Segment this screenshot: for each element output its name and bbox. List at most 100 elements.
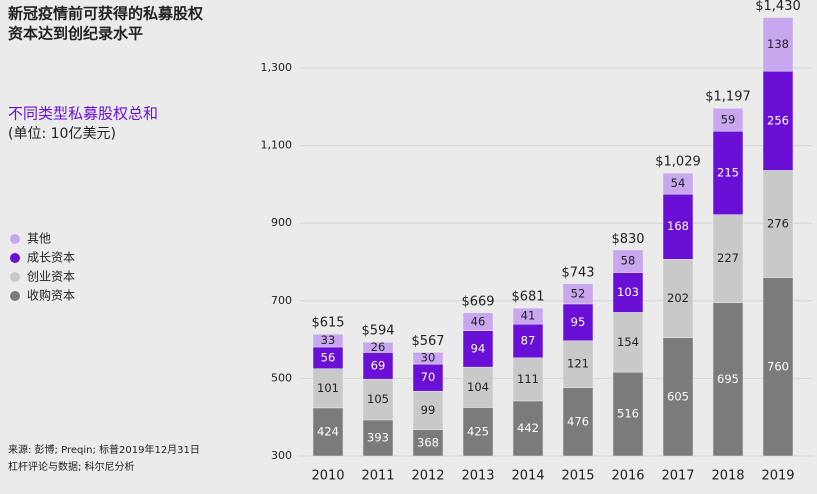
data-label: 442 [517,421,539,435]
bar-segment [512,400,544,457]
data-label: 103 [617,285,639,299]
legend-label: 成长资本 [27,251,75,265]
source: 来源: 彭博; Preqin; 标普2019年12月31日 [8,443,200,456]
data-label: 59 [721,112,736,126]
data-label: 393 [367,430,389,444]
data-label: 33 [321,333,336,347]
x-tick-label: 2018 [711,469,744,484]
data-label: 425 [467,424,489,438]
y-tick-label: 1,300 [261,61,293,74]
total-label: $1,197 [705,89,751,104]
x-tick-label: 2013 [461,469,494,484]
bar-segment [762,170,794,278]
y-tick-label: 700 [271,294,292,307]
data-label: 101 [317,381,339,395]
bar-segment [562,283,594,305]
bar-segment [662,172,694,195]
data-label: 227 [717,251,739,265]
bar-segment [612,249,644,273]
bar-segment [462,407,494,457]
data-label: 256 [767,113,789,127]
bar-segment [512,307,544,325]
bar-segment [512,323,544,359]
bar-segment [662,259,694,338]
data-label: 104 [467,380,489,394]
chart-title: 资本达到创纪录水平 [8,25,143,43]
bar-segment [312,333,344,348]
bar-segment [712,214,744,303]
x-tick-label: 2010 [311,469,344,484]
y-tick-label: 300 [271,449,292,462]
bar-segment [762,277,794,457]
bar-segment [562,340,594,388]
bar-segment [612,272,644,313]
bar-segment [562,303,594,342]
y-tick-label: 500 [271,371,292,384]
data-label: 69 [371,358,386,372]
bar-segment [612,312,644,373]
bar-segment [662,337,694,457]
legend-label: 创业资本 [27,270,75,284]
bar-segment [562,387,594,457]
y-tick-label: 900 [271,216,292,229]
data-label: 54 [671,176,686,190]
data-label: 52 [571,286,586,300]
data-label: 276 [767,216,789,230]
data-label: 46 [471,314,486,328]
data-label: 138 [767,37,789,51]
bar-segment [712,108,744,132]
legend-marker [10,272,20,282]
legend-label: 其他 [27,232,51,246]
x-tick-label: 2011 [361,469,394,484]
bar-segment [362,352,394,380]
bar-segment [412,352,444,365]
chart-subtitle: 不同类型私募股权总和 [8,105,158,123]
x-tick-label: 2014 [511,469,544,484]
data-label: 30 [421,351,436,365]
bar-segment [412,363,444,392]
data-label: 605 [667,389,689,403]
total-label: $1,430 [755,0,801,14]
data-label: 105 [367,392,389,406]
data-label: 516 [617,407,639,421]
bar-segment [462,312,494,331]
bar-segment [412,390,444,430]
total-label: $567 [411,334,444,349]
data-label: 121 [567,357,589,371]
data-label: 476 [567,414,589,428]
data-label: 424 [317,424,339,438]
data-label: 154 [617,335,639,349]
legend-label: 收购资本 [27,288,75,303]
x-tick-label: 2016 [611,469,644,484]
bar-segment [312,407,344,457]
bar-segment [762,17,794,72]
bar-segment [662,193,694,260]
total-label: $743 [561,266,594,281]
bar-segment [462,330,494,368]
x-tick-label: 2019 [761,469,794,484]
chart-title: 新冠疫情前可获得的私募股权 [8,5,204,23]
data-label: 111 [517,372,539,386]
data-label: 26 [371,340,386,354]
data-label: 368 [417,435,439,449]
y-tick-label: 1,100 [261,139,293,152]
legend-marker [10,291,20,301]
total-label: $594 [361,323,394,338]
data-label: 58 [621,254,636,268]
data-label: 99 [421,403,436,417]
bar-segment [612,371,644,457]
data-label: 95 [571,315,586,329]
x-tick-label: 2012 [411,469,444,484]
data-label: 215 [717,165,739,179]
total-label: $669 [461,294,494,309]
x-tick-label: 2015 [561,469,594,484]
data-label: 41 [521,309,536,323]
bar-segment [362,342,394,353]
data-label: 168 [667,219,689,233]
total-label: $1,029 [655,155,701,170]
data-label: 94 [471,341,486,355]
bar-segment [712,130,744,215]
